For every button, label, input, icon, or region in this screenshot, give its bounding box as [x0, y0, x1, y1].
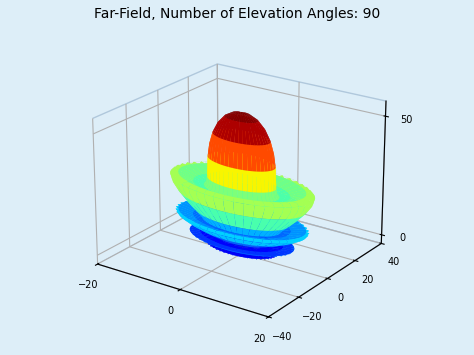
Title: Far-Field, Number of Elevation Angles: 90: Far-Field, Number of Elevation Angles: 9…: [94, 7, 380, 21]
